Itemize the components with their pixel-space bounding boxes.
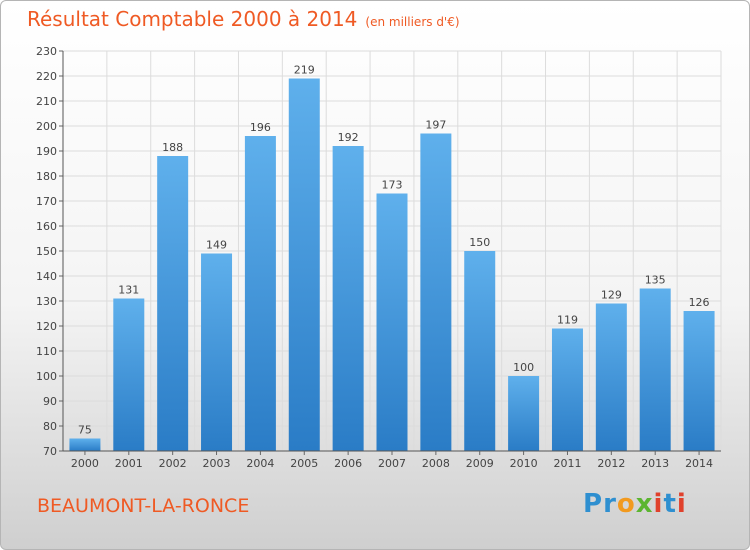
bar-2005 — [288, 78, 320, 451]
x-tick-label-2006: 2006 — [334, 457, 362, 470]
chart-subtitle: (en milliers d'€) — [365, 15, 460, 29]
bars — [69, 78, 715, 451]
y-tick-label: 150 — [36, 245, 57, 258]
y-tick-label: 180 — [36, 170, 57, 183]
bar-2009 — [464, 251, 496, 451]
city-name: BEAUMONT-LA-RONCE — [37, 495, 250, 517]
bar-2003 — [201, 253, 233, 451]
y-tick-label: 80 — [43, 420, 57, 433]
y-tick-label: 220 — [36, 70, 57, 83]
y-tick-label: 100 — [36, 370, 57, 383]
x-tick-label-2010: 2010 — [510, 457, 538, 470]
x-tick-label-2005: 2005 — [290, 457, 318, 470]
x-tick-label-2004: 2004 — [246, 457, 274, 470]
x-tick-label-2000: 2000 — [71, 457, 99, 470]
x-tick-label-2003: 2003 — [203, 457, 231, 470]
value-label-2003: 149 — [206, 239, 227, 252]
y-tick-label: 120 — [36, 320, 57, 333]
bar-2012 — [595, 303, 627, 451]
y-tick-label: 110 — [36, 345, 57, 358]
value-label-2005: 219 — [294, 64, 315, 77]
x-tick-label-2009: 2009 — [466, 457, 494, 470]
x-tick-label-2002: 2002 — [159, 457, 187, 470]
x-tick-label-2013: 2013 — [641, 457, 669, 470]
logo-part-x: x — [635, 489, 654, 519]
y-tick-label: 210 — [36, 95, 57, 108]
y-tick-label: 90 — [43, 395, 57, 408]
chart-title: Résultat Comptable 2000 à 2014 (en millie… — [27, 7, 460, 31]
bar-2000 — [69, 438, 101, 451]
value-label-2008: 197 — [425, 119, 446, 132]
bar-2013 — [639, 288, 671, 451]
value-label-2004: 196 — [250, 121, 271, 134]
bar-2007 — [376, 193, 408, 451]
y-tick-label: 160 — [36, 220, 57, 233]
x-tick-label-2011: 2011 — [553, 457, 581, 470]
y-tick-label: 190 — [36, 145, 57, 158]
value-label-2006: 192 — [338, 131, 359, 144]
value-label-2001: 131 — [118, 284, 139, 297]
y-tick-label: 140 — [36, 270, 57, 283]
x-tick-label-2012: 2012 — [597, 457, 625, 470]
value-label-2007: 173 — [382, 179, 403, 192]
bar-2002 — [157, 156, 189, 451]
y-tick-label: 200 — [36, 120, 57, 133]
value-label-2014: 126 — [689, 296, 710, 309]
value-label-2012: 129 — [601, 289, 622, 302]
x-tick-label-2014: 2014 — [685, 457, 713, 470]
bar-2008 — [420, 133, 452, 451]
logo-part-t: t — [663, 489, 677, 519]
proxiti-logo: Proxiti — [583, 489, 687, 519]
bar-2011 — [551, 328, 583, 451]
bar-2001 — [113, 298, 145, 451]
bar-2006 — [332, 146, 364, 451]
x-tick-label-2001: 2001 — [115, 457, 143, 470]
bar-2004 — [244, 136, 276, 451]
y-tick-label: 170 — [36, 195, 57, 208]
y-tick-label: 130 — [36, 295, 57, 308]
chart-title-text: Résultat Comptable 2000 à 2014 — [27, 7, 358, 31]
bar-2014 — [683, 311, 715, 451]
logo-part-o: o — [616, 489, 636, 519]
logo-part-p: P — [583, 489, 604, 519]
value-label-2002: 188 — [162, 141, 183, 154]
logo-part-i: i — [653, 489, 664, 519]
value-label-2011: 119 — [557, 314, 578, 327]
value-label-2000: 75 — [78, 424, 92, 437]
y-tick-label: 230 — [36, 45, 57, 58]
value-labels: 75 131 188 149 196 219 192 173 197 150 100 119 129 13… — [78, 64, 710, 437]
x-tick-label-2008: 2008 — [422, 457, 450, 470]
bar-2010 — [508, 376, 540, 451]
value-label-2010: 100 — [513, 361, 534, 374]
axes: 7080901001101201301401501601701801902002… — [36, 45, 721, 470]
value-label-2009: 150 — [469, 236, 490, 249]
x-tick-label-2007: 2007 — [378, 457, 406, 470]
logo-part-r: r — [603, 489, 617, 519]
value-label-2013: 135 — [645, 274, 666, 287]
logo-part-i2: i — [676, 489, 687, 519]
y-tick-label: 70 — [43, 445, 57, 458]
